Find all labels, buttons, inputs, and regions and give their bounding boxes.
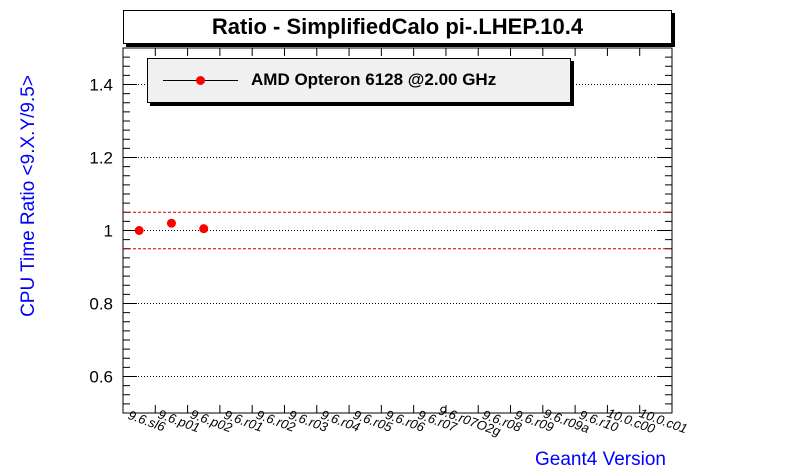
y-tick-label: 0.6: [89, 368, 113, 387]
chart-title-text: Ratio - SimplifiedCalo pi-.LHEP.10.4: [211, 14, 584, 39]
y-tick-label: 1: [104, 222, 113, 241]
y-axis-label: CPU Time Ratio <9.X.Y/9.5>: [18, 75, 39, 317]
plot-frame: [122, 47, 673, 414]
data-point: [166, 218, 176, 228]
legend-label: AMD Opteron 6128 @2.00 GHz: [251, 70, 497, 89]
legend-marker: [196, 76, 205, 85]
legend: AMD Opteron 6128 @2.00 GHz: [147, 58, 571, 103]
y-tick-label: 1.4: [89, 76, 113, 95]
chart-title: Ratio - SimplifiedCalo pi-.LHEP.10.4: [123, 10, 672, 44]
x-axis-label: Geant4 Version: [535, 449, 666, 470]
data-point: [134, 226, 144, 235]
y-tick-label: 0.8: [89, 295, 113, 314]
data-point: [199, 224, 209, 234]
y-tick-label: 1.2: [89, 149, 113, 168]
